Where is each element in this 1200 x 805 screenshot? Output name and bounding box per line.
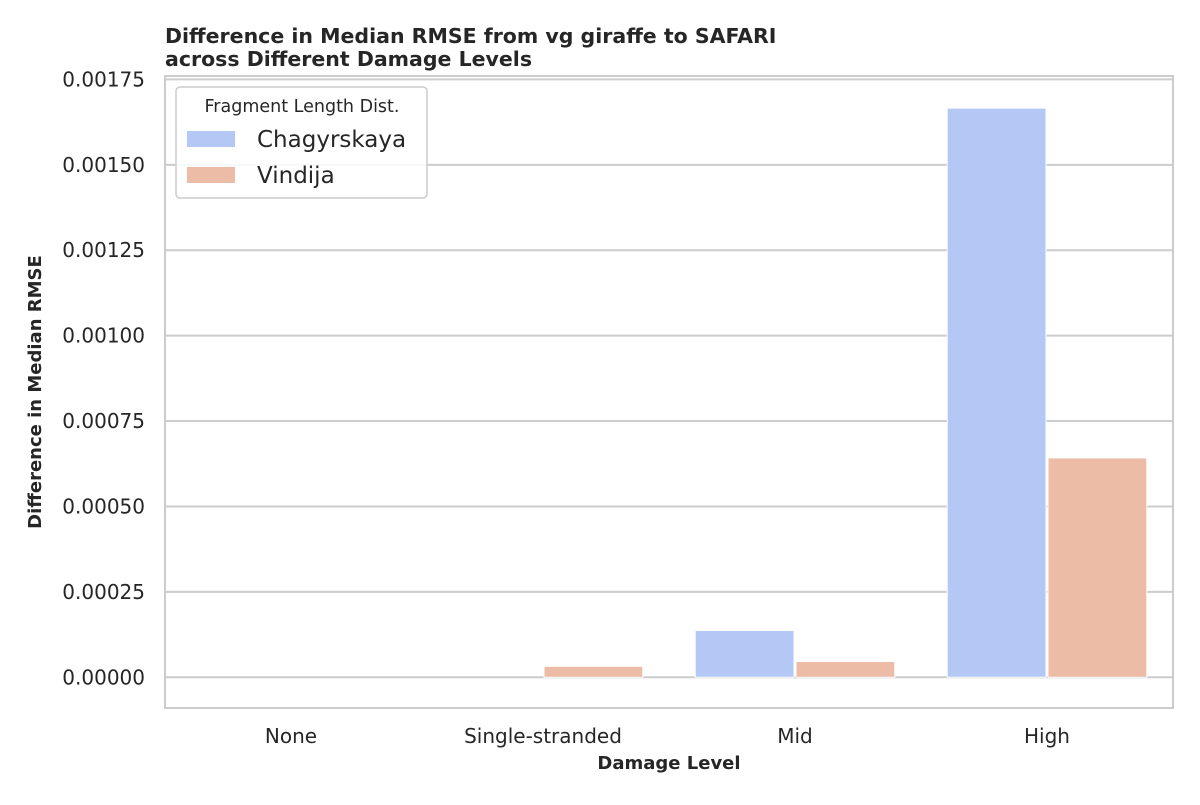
x-tick-label: Mid xyxy=(777,724,813,748)
y-axis-label: Difference in Median RMSE xyxy=(25,255,46,529)
legend-label-chagyrskaya: Chagyrskaya xyxy=(257,127,406,153)
y-tick-label: 0.00150 xyxy=(62,153,145,177)
x-tick-labels: None Single-stranded Mid High xyxy=(265,724,1070,748)
plot-frame xyxy=(164,75,1174,709)
bar-chagyrskaya-high xyxy=(946,107,1047,678)
bar-vindija-single-stranded xyxy=(543,665,644,678)
y-tick-labels: 0.00000 0.00025 0.00050 0.00075 0.00100 0.001… xyxy=(62,67,145,689)
y-tick-label: 0.00000 xyxy=(62,665,145,689)
y-tick-label: 0.00050 xyxy=(62,494,145,518)
legend-swatch-chagyrskaya xyxy=(187,131,235,147)
chart-title-line-1: Difference in Median RMSE from vg giraff… xyxy=(165,24,776,48)
x-axis-label: Damage Level xyxy=(597,753,740,774)
chart-title-line-2: across Different Damage Levels xyxy=(165,47,532,71)
legend-swatch-vindija xyxy=(187,167,235,183)
y-tick-label: 0.00100 xyxy=(62,324,145,348)
y-tick-label: 0.00125 xyxy=(62,238,145,262)
x-tick-label: High xyxy=(1024,724,1070,748)
legend: Fragment Length Dist. Chagyrskaya Vindij… xyxy=(175,86,428,199)
bar-vindija-mid xyxy=(795,661,896,678)
x-tick-label: None xyxy=(265,724,317,748)
y-tick-label: 0.00175 xyxy=(62,67,145,91)
legend-box xyxy=(175,86,428,199)
y-tick-label: 0.00075 xyxy=(62,409,145,433)
legend-title: Fragment Length Dist. xyxy=(205,97,400,117)
bar-vindija-high xyxy=(1047,457,1148,678)
y-tick-label: 0.00025 xyxy=(62,580,145,604)
bars xyxy=(543,107,1148,678)
legend-label-vindija: Vindija xyxy=(257,163,335,189)
bar-chagyrskaya-mid xyxy=(694,629,795,678)
x-tick-label: Single-stranded xyxy=(464,724,622,748)
